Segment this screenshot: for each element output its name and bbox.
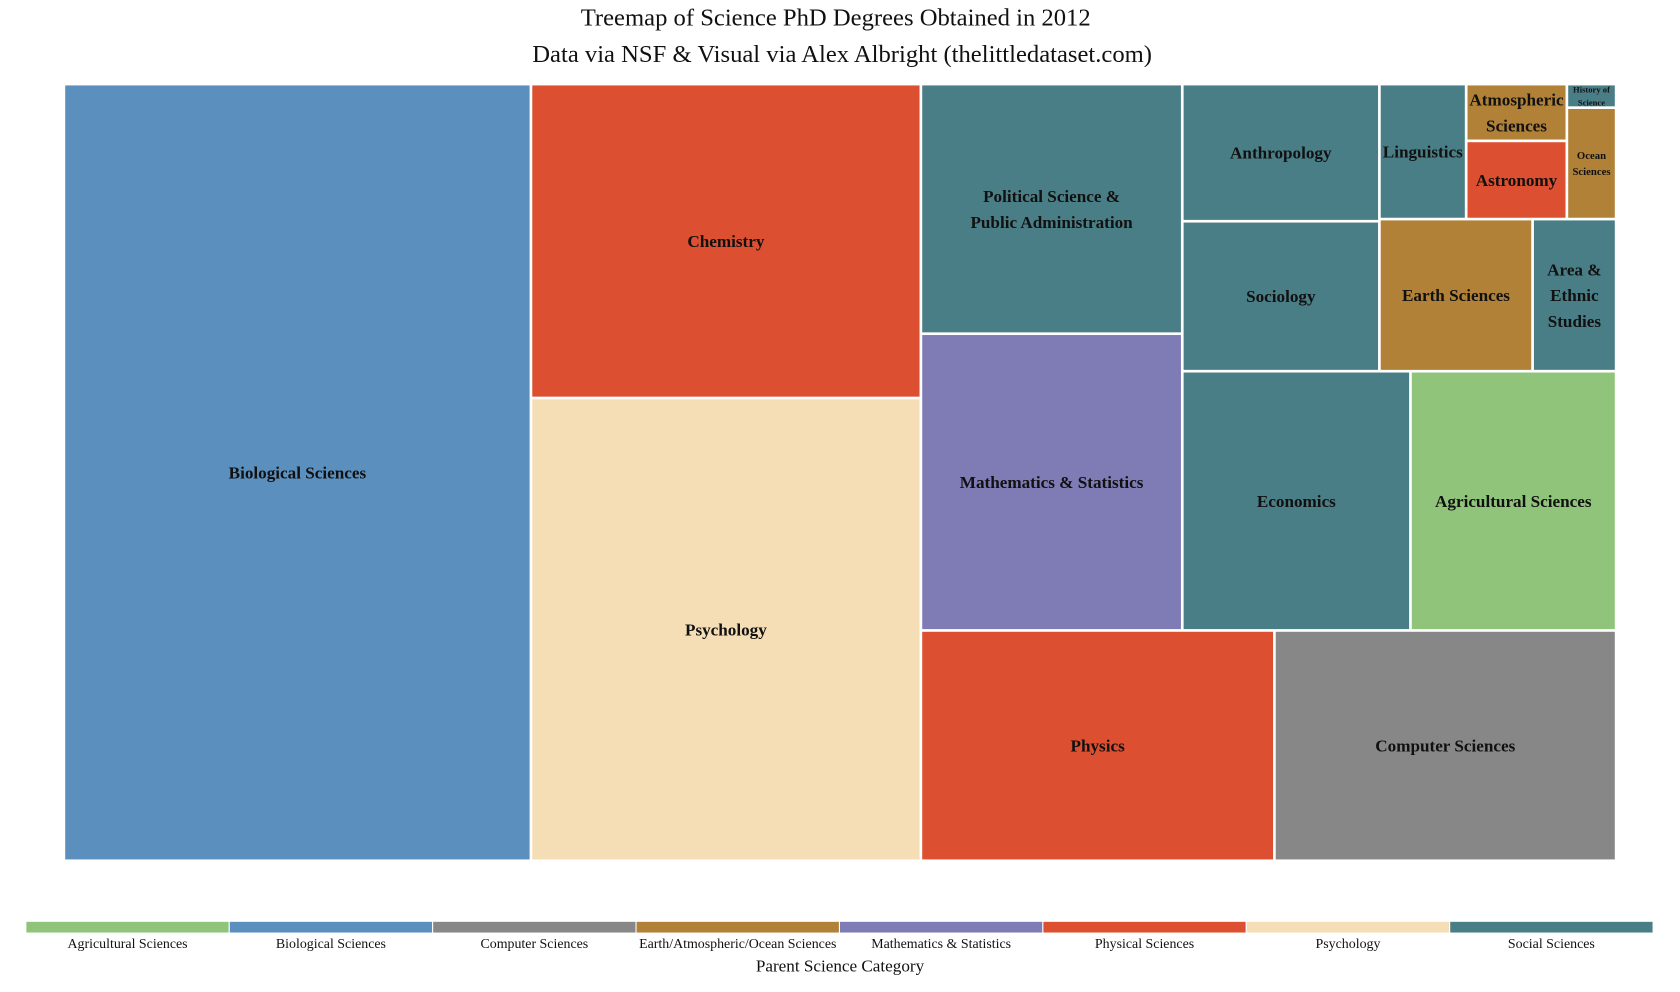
treemap-cell-chem: Chemistry (530, 83, 922, 399)
treemap-rect (1532, 218, 1617, 372)
legend-swatch (635, 920, 841, 934)
legend-swatch (432, 920, 637, 934)
treemap-cell-ag: Agricultural Sciences (1410, 370, 1617, 631)
treemap-cell-polsci: Political Science & Public Administration (920, 83, 1183, 334)
treemap-label: Physics (1071, 737, 1126, 756)
treemap-label: Earth Sciences (1402, 286, 1510, 305)
treemap-label: History of Science (1573, 84, 1610, 107)
treemap-label: Anthropology (1230, 144, 1332, 163)
legend-label: Psychology (1316, 937, 1381, 952)
treemap-cell-physics: Physics (920, 630, 1275, 862)
treemap-label: Psychology (685, 620, 767, 639)
legend-swatch (1042, 920, 1247, 934)
legend-label: Social Sciences (1508, 937, 1595, 952)
treemap-rect (1566, 107, 1617, 220)
treemap-label: Astronomy (1476, 171, 1558, 190)
treemap-label: Sociology (1246, 287, 1316, 306)
treemap-rect (1379, 83, 1467, 220)
legend-swatch (25, 920, 230, 934)
treemap-label: Computer Sciences (1375, 737, 1515, 756)
legend: Agricultural Sciences Biological Sciences… (25, 920, 1654, 952)
treemap-label: Mathematics & Statistics (960, 473, 1144, 492)
treemap-label: Political Science & Public Administration (970, 187, 1133, 232)
treemap-cell-bio: Biological Sciences (63, 83, 532, 862)
treemap-rect (63, 83, 532, 862)
treemap-rect (530, 83, 922, 399)
treemap-rect (1182, 83, 1380, 222)
treemap-rect (920, 333, 1183, 631)
treemap-cell-psych: Psychology (530, 397, 922, 862)
treemap-cell-anthro: Anthropology (1182, 83, 1380, 222)
legend-swatch (838, 920, 1044, 934)
legend-swatch (228, 920, 434, 934)
treemap-label: Chemistry (687, 232, 764, 251)
legend-swatch (1245, 920, 1451, 934)
treemap-rect (1379, 218, 1533, 372)
treemap-rect (530, 397, 922, 862)
legend-label: Mathematics & Statistics (871, 937, 1011, 952)
treemap-rect (1566, 83, 1617, 108)
treemap-rect (1274, 630, 1617, 862)
treemap-cell-atmos: Atmospheric Sciences (1465, 83, 1568, 142)
treemap-rect (1465, 83, 1568, 142)
treemap-cell-astro: Astronomy (1465, 140, 1568, 220)
treemap-cell-area: Area & Ethnic Studies (1532, 218, 1617, 372)
treemap-rect (920, 630, 1275, 862)
treemap-cell-ocean: Ocean Sciences (1566, 107, 1617, 220)
legend-label: Physical Sciences (1095, 937, 1194, 952)
treemap-cell-earth: Earth Sciences (1379, 218, 1533, 372)
chart-subtitle: Data via NSF & Visual via Alex Albright … (532, 41, 1152, 68)
treemap-rect (1410, 370, 1617, 631)
legend-swatch (1449, 920, 1654, 934)
chart-title: Treemap of Science PhD Degrees Obtained … (581, 5, 1091, 32)
legend-label: Earth/Atmospheric/Ocean Sciences (639, 937, 836, 952)
treemap-label: Economics (1257, 492, 1336, 511)
treemap-cell-math: Mathematics & Statistics (920, 333, 1183, 631)
legend-label: Agricultural Sciences (67, 937, 187, 952)
treemap-label: Area & Ethnic Studies (1547, 260, 1601, 330)
treemap-cells: Biological Sciences Chemistry Psychology Po… (63, 83, 1617, 862)
treemap-cell-hist: History of Science (1566, 83, 1617, 108)
legend-label: Biological Sciences (276, 937, 386, 952)
treemap-rect (1465, 140, 1568, 220)
treemap-label: Linguistics (1383, 143, 1463, 162)
treemap-cell-cs: Computer Sciences (1274, 630, 1617, 862)
treemap-label: Biological Sciences (229, 463, 367, 482)
treemap-rect (920, 83, 1183, 334)
treemap-rect (1182, 220, 1380, 372)
legend-title: Parent Science Category (756, 957, 925, 976)
treemap-label: Ocean Sciences (1572, 150, 1610, 178)
treemap-cell-ling: Linguistics (1379, 83, 1467, 220)
treemap-label: Atmospheric Sciences (1469, 91, 1564, 136)
treemap-cell-econ: Economics (1182, 370, 1411, 631)
treemap-rect (1182, 370, 1411, 631)
legend-label: Computer Sciences (480, 937, 588, 952)
treemap-cell-soc: Sociology (1182, 220, 1380, 372)
treemap-label: Agricultural Sciences (1435, 492, 1592, 511)
